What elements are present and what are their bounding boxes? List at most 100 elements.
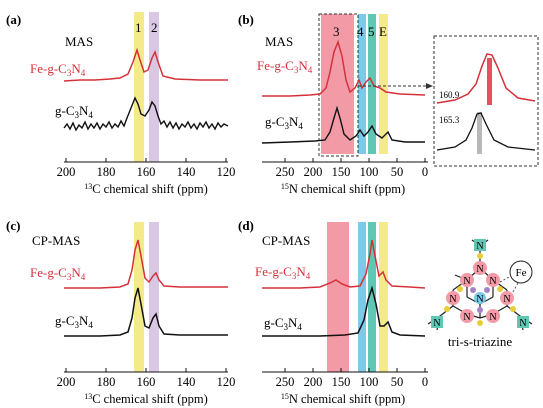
panel-c-fe-label: Fe-g-C3N4 [30,265,86,282]
band-c-purple [149,222,159,372]
purple-carbon-atom [477,307,483,313]
band-5-teal [368,14,376,154]
carbon-atom [444,306,450,312]
fe-atom-circle [509,260,533,284]
band-5-label: 5 [368,24,375,39]
tick-label: 200 [304,165,323,179]
tick-label: 100 [360,375,379,389]
ring-n-atom [460,309,474,323]
panel-d-g-label: g-C3N4 [264,315,302,332]
zoom-box [318,13,359,157]
tick-label: 150 [332,165,351,179]
band-4-label: 4 [357,24,364,39]
panel-c-label: (c) [6,218,20,233]
carbon-atom [457,286,463,292]
tick-label: 200 [57,375,76,389]
band-1-label: 1 [135,20,142,35]
atom-n-text: N [433,318,440,329]
tick-label: 180 [97,375,116,389]
band-d-teal [368,222,376,372]
panel-b-fe-trace [262,39,426,97]
panel-c-ticks [65,368,227,372]
structure-caption: tri-s-triazine [448,334,512,349]
atom-n-text: N [476,294,483,305]
nh-atom [474,239,486,251]
ring-n-atom [446,291,460,305]
tick-label: 0 [422,165,428,179]
central-n-atom [474,292,486,304]
atom-n-text: N [463,276,470,287]
inset-g-trace [436,112,536,151]
carbon-atom [477,253,483,259]
ring-n-atom [460,273,474,287]
carbon-atom [510,306,516,312]
fe-coordination [499,275,512,283]
inset-gray-bar [477,112,482,154]
panel-b: (b) MAS 3 4 5 E Fe-g-C3N4 g-C3N4 250 200… [238,12,539,196]
panel-b-axis-label: 15N chemical shift (ppm) [281,182,405,196]
panel-d: (d) CP-MAS Fe-g-C3N4 g-C3N4 250 200 150 … [238,218,428,406]
panel-d-axis-label: 15N chemical shift (ppm) [281,392,405,406]
nh-atom [517,316,529,328]
panel-a-ticks [65,158,227,162]
panel-b-g-trace [261,105,425,144]
tri-s-triazine-structure: N N N N N N N N N N N Fe tri-s-triazine [427,239,533,349]
band-e-label: E [379,24,387,39]
tick-label: 150 [332,375,351,389]
panel-c-fe-trace [64,239,228,289]
panel-b-label: (b) [238,12,254,27]
atom-n-text: N [476,264,483,275]
panel-b-method: MAS [265,34,293,49]
band-d-pink [327,222,349,372]
tick-label: 160 [137,165,156,179]
band-e-yellow [379,14,388,154]
purple-carbon-atom [470,287,476,293]
panel-c-g-label: g-C3N4 [55,313,93,330]
panel-d-fe-trace [262,239,426,289]
panel-a: (a) MAS 1 2 Fe-g-C3N4 g-C3N4 200 180 160… [6,12,235,196]
panel-a-axis-label: 13C chemical shift (ppm) [84,182,208,196]
tick-label: 50 [391,165,404,179]
panel-c-axis-label: 13C chemical shift (ppm) [84,392,208,406]
band-3-label: 3 [333,24,340,39]
panel-b-ticks [284,158,426,162]
inset-red-bar [487,58,492,105]
inset-value-fe: 160.9 [439,90,460,100]
atom-n-text: N [463,312,470,323]
inset-fe-trace [436,53,536,104]
ring-n-atom [486,273,500,287]
atom-n-text: N [519,318,526,329]
tick-label: 120 [217,165,236,179]
panel-d-method: CP-MAS [262,233,310,248]
panel-d-label: (d) [238,218,254,233]
tick-label: 140 [177,165,196,179]
tick-label: 100 [360,165,379,179]
band-1-yellow [134,12,144,162]
tick-label: 0 [422,375,428,389]
nh-atom [431,316,443,328]
inset-value-g: 165.3 [439,115,460,125]
tick-label: 140 [177,375,196,389]
tick-label: 160 [137,375,156,389]
band-2-purple [149,12,159,162]
carbon-atom [477,320,483,326]
n-letters: N N N N N N N N N N N [433,241,526,329]
tick-label: 250 [276,375,295,389]
panel-d-g-trace [262,285,426,337]
atom-n-text: N [449,294,456,305]
tick-label: 200 [304,375,323,389]
panel-d-ticks [284,368,426,372]
tick-label: 120 [217,375,236,389]
fe-atom-label: Fe [516,267,527,279]
tick-label: 180 [97,165,116,179]
ring-n-atom [473,261,487,275]
panel-c-method: CP-MAS [32,233,80,248]
atom-n-text: N [489,276,496,287]
carbon-atom [497,286,503,292]
panel-c-g-trace [64,287,228,337]
purple-carbon-atom [484,287,490,293]
tick-label: 250 [276,165,295,179]
band-4-blue [358,14,366,154]
atom-n-text: N [489,312,496,323]
